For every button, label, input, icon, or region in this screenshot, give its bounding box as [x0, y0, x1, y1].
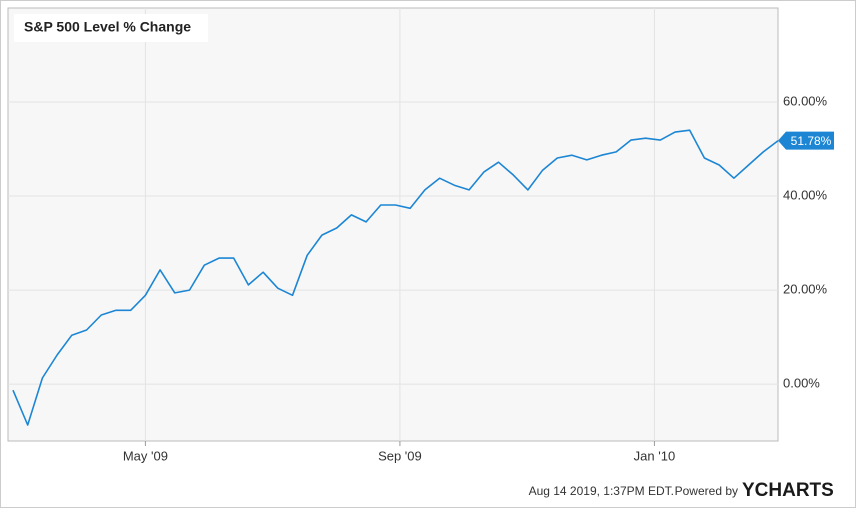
brand-logo: YCHARTS	[742, 480, 834, 501]
last-value-badge	[778, 131, 834, 150]
timestamp: Aug 14 2019, 1:37PM EDT.	[529, 484, 674, 498]
plot-area	[7, 7, 779, 442]
y-tick-label: 60.00%	[783, 93, 828, 108]
line-series	[12, 129, 779, 426]
last-value-label: 51.78%	[791, 134, 832, 148]
title-box	[14, 14, 208, 42]
y-tick-label: 40.00%	[783, 187, 828, 202]
y-tick-label: 0.00%	[783, 376, 820, 391]
y-tick-label: 20.00%	[783, 282, 828, 297]
chart-title: S&P 500 Level % Change	[24, 19, 191, 35]
powered-by: Powered by	[675, 484, 738, 498]
x-tick-label: May '09	[123, 448, 168, 463]
x-tick-label: Sep '09	[378, 448, 422, 463]
x-tick-label: Jan '10	[634, 448, 676, 463]
